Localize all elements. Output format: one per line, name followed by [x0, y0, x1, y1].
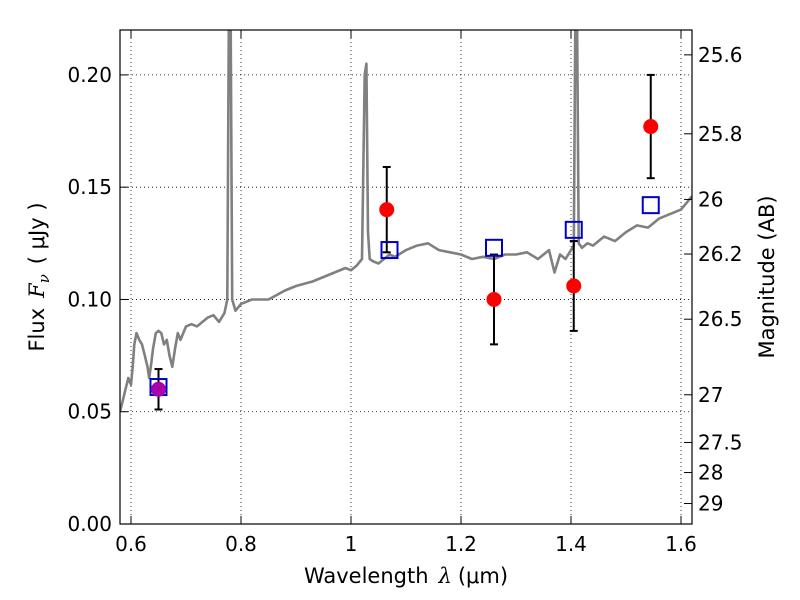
model-point — [641, 196, 660, 215]
y2-tick-label: 27 — [698, 383, 723, 407]
observed-point — [486, 291, 502, 307]
y-tick-label: 0.00 — [67, 512, 112, 536]
observed-point — [379, 202, 395, 218]
y2-tick-label: 28 — [698, 461, 723, 485]
y2-tick-label: 29 — [698, 492, 723, 516]
y2-tick-label: 26 — [698, 187, 723, 211]
x-tick-label: 0.6 — [115, 532, 147, 556]
x-tick-label: 1.6 — [665, 532, 697, 556]
y2-tick-label: 25.6 — [698, 43, 743, 67]
y-tick-label: 0.15 — [67, 175, 112, 199]
y-tick-label: 0.10 — [67, 287, 112, 311]
axis-ticks: 0.6 0.8 1 1.2 1.4 1.6 0.00 0.05 0.10 0.15 0.20 25.6… — [67, 30, 743, 556]
x-tick-label: 0.8 — [225, 532, 257, 556]
model-point — [380, 241, 399, 260]
model-point — [485, 238, 503, 257]
observed-point — [643, 119, 659, 135]
observed-point — [151, 381, 166, 397]
grid — [120, 30, 692, 525]
y2-axis-label: Magnitude (AB) — [755, 195, 779, 358]
observed-series — [151, 119, 659, 397]
model-point — [564, 220, 583, 239]
x-tick-label: 1.2 — [445, 532, 477, 556]
y2-tick-label: 25.8 — [698, 122, 743, 146]
spectrum-line — [120, 30, 692, 413]
model-series — [149, 196, 660, 397]
plot-frame — [119, 29, 693, 525]
y2-tick-label: 26.2 — [698, 242, 743, 266]
observed-point — [566, 278, 582, 294]
spectrum-series — [120, 30, 692, 413]
x-tick-label: 1.4 — [555, 532, 587, 556]
y-tick-label: 0.20 — [67, 63, 112, 87]
y-tick-label: 0.05 — [67, 400, 112, 424]
y2-tick-label: 26.5 — [698, 307, 743, 331]
x-tick-label: 1 — [345, 532, 358, 556]
y2-tick-label: 27.5 — [698, 430, 743, 454]
y-axis-label: FluxFν( μJy ) — [25, 202, 53, 351]
x-axis-label: Wavelength λ (μm) — [304, 564, 508, 588]
